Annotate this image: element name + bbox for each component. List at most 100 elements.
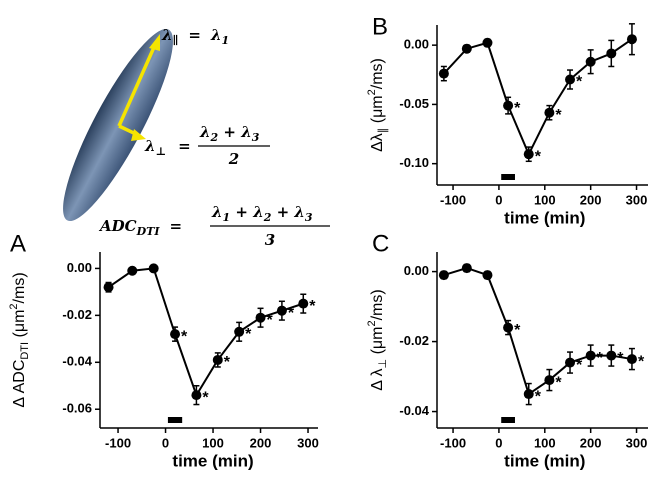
eq-par: λ∥ = λ1 bbox=[161, 26, 229, 47]
eq-adc: ADCDTI = bbox=[98, 217, 182, 238]
significance: * bbox=[514, 100, 521, 117]
significance: * bbox=[202, 389, 209, 406]
line bbox=[107, 267, 304, 398]
eq-perp-num: λ2 + λ3 bbox=[199, 123, 260, 144]
significance: * bbox=[514, 322, 521, 339]
y-label-part: ⊥ bbox=[377, 359, 389, 369]
significance: * bbox=[576, 74, 583, 91]
point bbox=[585, 350, 596, 361]
x-tick-label: -100 bbox=[440, 192, 466, 207]
y-tick-label: -0.10 bbox=[399, 155, 429, 170]
y-tick-label: -0.06 bbox=[62, 401, 92, 416]
y-axis-label: Δ λ⊥ (μm2/ms) bbox=[366, 289, 389, 390]
point bbox=[606, 350, 617, 361]
y-label-part: 2 bbox=[366, 320, 378, 326]
y-label-part: (μm bbox=[369, 95, 386, 127]
point bbox=[170, 329, 181, 340]
eq-perp-den: 2 bbox=[228, 150, 239, 168]
x-axis-label: time (min) bbox=[172, 451, 253, 470]
x-tick-label: -100 bbox=[440, 435, 466, 450]
stimulus-bar bbox=[167, 417, 183, 423]
point bbox=[565, 74, 576, 85]
x-tick-label: 300 bbox=[297, 435, 319, 450]
point bbox=[626, 34, 637, 45]
significance: * bbox=[617, 350, 624, 367]
x-tick-label: 200 bbox=[580, 435, 602, 450]
stimulus-bar bbox=[501, 174, 515, 180]
x-tick-label: 100 bbox=[202, 435, 224, 450]
significance: * bbox=[181, 328, 188, 345]
chart: A 0.00 -0.02 -0.04 -0.06 -100 0 100 200 300 time (… bbox=[8, 230, 319, 470]
significance: * bbox=[597, 350, 604, 367]
point bbox=[565, 357, 576, 368]
line bbox=[443, 38, 633, 157]
y-label-part: /ms) bbox=[369, 289, 386, 320]
x-tick-label: 100 bbox=[534, 192, 556, 207]
y-tick-label: -0.02 bbox=[62, 307, 92, 322]
chart: C 0.00 -0.02 -0.04 -100 0 100 200 300 time (min) Δ… bbox=[366, 230, 648, 470]
x-axis-label: time (min) bbox=[504, 208, 585, 227]
x-tick-label: 200 bbox=[250, 435, 272, 450]
eq-adc-den: 3 bbox=[265, 231, 275, 249]
panel-label: A bbox=[10, 230, 26, 257]
x-tick-label: 0 bbox=[495, 435, 502, 450]
y-tick-label: 0.00 bbox=[67, 260, 92, 275]
x-axis-label: time (min) bbox=[504, 451, 585, 470]
y-label-part: Δ ADC bbox=[11, 360, 28, 408]
point bbox=[544, 107, 555, 118]
point bbox=[276, 305, 287, 316]
stimulus-bar bbox=[501, 417, 515, 423]
y-label-part: /ms) bbox=[369, 58, 386, 89]
y-label-part: Δλ bbox=[369, 133, 386, 152]
significance: * bbox=[224, 354, 231, 371]
significance: * bbox=[535, 148, 542, 165]
point bbox=[523, 149, 534, 160]
significance: * bbox=[309, 298, 316, 315]
significance: * bbox=[555, 374, 562, 391]
point bbox=[438, 68, 449, 79]
point bbox=[606, 48, 617, 59]
y-label-part: 2 bbox=[8, 303, 20, 309]
point bbox=[212, 354, 223, 365]
point bbox=[255, 312, 266, 323]
y-tick-label: -0.04 bbox=[399, 403, 429, 418]
x-tick-label: 0 bbox=[495, 192, 502, 207]
point bbox=[482, 270, 493, 281]
panel-label: C bbox=[372, 230, 389, 257]
x-tick-label: 100 bbox=[534, 435, 556, 450]
eq-adc-num: λ1 + λ2 + λ3 bbox=[211, 203, 313, 224]
y-tick-label: -0.04 bbox=[62, 354, 92, 369]
y-label-part: ∥ bbox=[377, 128, 389, 134]
y-tick-label: -0.05 bbox=[399, 96, 429, 111]
point bbox=[103, 282, 114, 293]
panel-label: B bbox=[372, 13, 388, 40]
significance: * bbox=[535, 388, 542, 405]
y-axis-label: Δ ADCDTI (μm2/ms) bbox=[8, 272, 31, 407]
x-tick-label: 0 bbox=[162, 435, 169, 450]
y-tick-label: -0.02 bbox=[399, 333, 429, 348]
point bbox=[438, 270, 449, 281]
point bbox=[585, 56, 596, 67]
point bbox=[503, 100, 514, 111]
significance: * bbox=[638, 353, 645, 370]
x-tick-label: 300 bbox=[626, 435, 648, 450]
significance: * bbox=[555, 107, 562, 124]
point bbox=[298, 298, 309, 309]
x-tick-label: 300 bbox=[626, 192, 648, 207]
line bbox=[443, 267, 633, 396]
y-label-part: /ms) bbox=[11, 272, 28, 303]
eq-perp: λ⊥ = bbox=[144, 137, 191, 158]
point bbox=[626, 354, 637, 365]
arrows bbox=[117, 34, 160, 141]
point bbox=[523, 389, 534, 400]
y-tick-label: 0.00 bbox=[404, 37, 429, 52]
point bbox=[127, 265, 138, 276]
point bbox=[191, 390, 202, 401]
significance: * bbox=[245, 326, 252, 343]
y-label-part: DTI bbox=[19, 342, 31, 360]
point bbox=[234, 326, 245, 337]
significance: * bbox=[267, 312, 274, 329]
point bbox=[461, 263, 472, 274]
point bbox=[503, 322, 514, 333]
